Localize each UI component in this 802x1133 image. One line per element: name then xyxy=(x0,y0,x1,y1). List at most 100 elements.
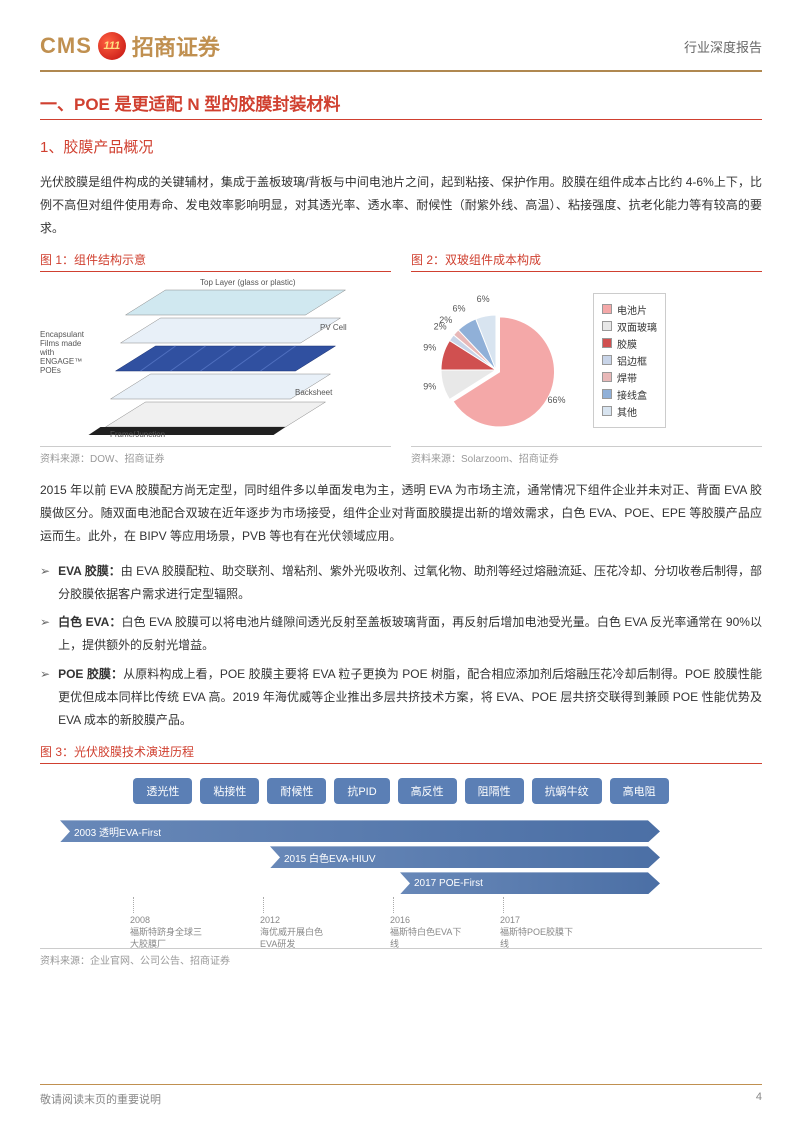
milestone: 2017福斯特POE胶膜下线 xyxy=(500,915,580,950)
milestone: 2012海优威开展白色EVA研发 xyxy=(260,915,340,950)
paragraph-history: 2015 年以前 EVA 胶膜配方尚无定型，同时组件多以单面发电为主，透明 EV… xyxy=(40,479,762,547)
bullet-text: 从原料构成上看，POE 胶膜主要将 EVA 粒子更换为 POE 树脂，配合相应添… xyxy=(58,667,762,727)
legend-swatch xyxy=(602,389,612,399)
bullet-item: ➢白色 EVA：白色 EVA 胶膜可以将电池片缝隙间透光反射至盖板玻璃背面，再反… xyxy=(40,611,762,657)
legend-item: 电池片 xyxy=(602,302,657,317)
milestone-year: 2017 xyxy=(500,915,580,927)
property-tag: 粘接性 xyxy=(200,778,259,804)
milestone: 2016福斯特白色EVA下线 xyxy=(390,915,470,950)
milestone-text: 海优威开展白色EVA研发 xyxy=(260,927,340,950)
figure-2-source: 资料来源：Solarzoom、招商证券 xyxy=(411,446,762,465)
legend-swatch xyxy=(602,304,612,314)
legend-swatch xyxy=(602,406,612,416)
bullet-text: 由 EVA 胶膜配粒、助交联剂、增粘剂、紫外光吸收剂、过氧化物、助剂等经过熔融流… xyxy=(58,564,762,601)
legend-swatch xyxy=(602,355,612,365)
page-footer: 敬请阅读末页的重要说明 4 xyxy=(40,1084,762,1107)
tag-row: 透光性粘接性耐候性抗PID 高反性阻隔性抗蜗牛纹高电阻 xyxy=(40,778,762,804)
property-tag: 抗蜗牛纹 xyxy=(532,778,602,804)
milestone: 2008福斯特跻身全球三大胶膜厂 xyxy=(130,915,210,950)
logo-cms-text: CMS xyxy=(40,33,92,59)
bullet-item: ➢EVA 胶膜：由 EVA 胶膜配粒、助交联剂、增粘剂、紫外光吸收剂、过氧化物、… xyxy=(40,560,762,606)
legend-label: 其他 xyxy=(617,404,637,419)
paragraph-intro: 光伏胶膜是组件构成的关键辅材，集成于盖板玻璃/背板与中间电池片之间，起到粘接、保… xyxy=(40,171,762,239)
property-tag: 透光性 xyxy=(133,778,192,804)
page-header: CMS 111 招商证券 行业深度报告 xyxy=(40,30,762,72)
pie-slice-label: 9% xyxy=(423,343,436,353)
milestone-text: 福斯特POE胶膜下线 xyxy=(500,927,580,950)
figure-1: 图 1：组件结构示意 Top Layer ( xyxy=(40,251,391,465)
bullet-marker-icon: ➢ xyxy=(40,611,50,657)
figure-1-title: 图 1：组件结构示意 xyxy=(40,251,391,272)
pie-chart: 66%9%9%2%2%6%6% xyxy=(411,280,581,440)
figure-2: 图 2：双玻组件成本构成 66%9%9%2%2%6%6% 电池片双面玻璃胶膜铝边… xyxy=(411,251,762,465)
figure-3: 图 3：光伏胶膜技术演进历程 透光性粘接性耐候性抗PID 高反性阻隔性抗蜗牛纹高电… xyxy=(40,743,762,967)
timeline-arrow: 2015 白色EVA-HIUV xyxy=(270,846,660,868)
property-tag: 抗PID xyxy=(334,778,389,804)
legend-label: 焊带 xyxy=(617,370,637,385)
label-pv-cell: PV Cell xyxy=(320,323,347,332)
legend-swatch xyxy=(602,321,612,331)
figure-1-source: 资料来源：DOW、招商证券 xyxy=(40,446,391,465)
property-tag: 耐候性 xyxy=(267,778,326,804)
label-encapsulant: Encapsulant Films made with ENGAGE™ POEs xyxy=(40,330,95,375)
milestone-year: 2008 xyxy=(130,915,210,927)
legend-item: 铝边框 xyxy=(602,353,657,368)
bullet-body: POE 胶膜：从原料构成上看，POE 胶膜主要将 EVA 粒子更换为 POE 树… xyxy=(58,663,762,731)
bullet-list: ➢EVA 胶膜：由 EVA 胶膜配粒、助交联剂、增粘剂、紫外光吸收剂、过氧化物、… xyxy=(40,560,762,732)
legend-label: 电池片 xyxy=(617,302,647,317)
legend-item: 胶膜 xyxy=(602,336,657,351)
legend-item: 双面玻璃 xyxy=(602,319,657,334)
bullet-text: 白色 EVA 胶膜可以将电池片缝隙间透光反射至盖板玻璃背面，再反射后增加电池受光… xyxy=(58,615,762,652)
report-type-label: 行业深度报告 xyxy=(684,37,762,56)
label-backsheet: Backsheet xyxy=(295,388,332,397)
pie-slice-label: 66% xyxy=(547,396,565,406)
property-tag: 阻隔性 xyxy=(465,778,524,804)
label-top-layer: Top Layer (glass or plastic) xyxy=(200,278,296,287)
figure-1-diagram: Top Layer (glass or plastic) Encapsulant… xyxy=(40,280,391,440)
figure-3-source: 资料来源：企业官网、公司公告、招商证券 xyxy=(40,948,762,967)
logo-group: CMS 111 招商证券 xyxy=(40,30,220,62)
bullet-label: POE 胶膜： xyxy=(58,667,123,681)
legend-label: 胶膜 xyxy=(617,336,637,351)
bullet-body: 白色 EVA：白色 EVA 胶膜可以将电池片缝隙间透光反射至盖板玻璃背面，再反射… xyxy=(58,611,762,657)
legend-item: 接线盒 xyxy=(602,387,657,402)
page-number: 4 xyxy=(756,1091,762,1107)
bullet-marker-icon: ➢ xyxy=(40,560,50,606)
timeline-arrow: 2003 透明EVA-First xyxy=(60,820,660,842)
bullet-body: EVA 胶膜：由 EVA 胶膜配粒、助交联剂、增粘剂、紫外光吸收剂、过氧化物、助… xyxy=(58,560,762,606)
figure-3-timeline: 透光性粘接性耐候性抗PID 高反性阻隔性抗蜗牛纹高电阻 2003 透明EVA-Fi… xyxy=(40,772,762,942)
label-frame: Frame/Junction xyxy=(110,430,165,439)
bullet-item: ➢POE 胶膜：从原料构成上看，POE 胶膜主要将 EVA 粒子更换为 POE … xyxy=(40,663,762,731)
milestone-text: 福斯特白色EVA下线 xyxy=(390,927,470,950)
milestone-year: 2016 xyxy=(390,915,470,927)
logo-badge-icon: 111 xyxy=(98,32,126,60)
legend-label: 接线盒 xyxy=(617,387,647,402)
figure-2-chart: 66%9%9%2%2%6%6% 电池片双面玻璃胶膜铝边框焊带接线盒其他 xyxy=(411,280,762,440)
milestone-text: 福斯特跻身全球三大胶膜厂 xyxy=(130,927,210,950)
property-tag: 高反性 xyxy=(398,778,457,804)
bullet-label: 白色 EVA： xyxy=(58,615,121,629)
section-title: 一、POE 是更适配 N 型的胶膜封装材料 xyxy=(40,90,762,120)
pie-slice-label: 6% xyxy=(453,304,466,314)
logo-chinese-text: 招商证券 xyxy=(132,30,220,62)
legend-item: 焊带 xyxy=(602,370,657,385)
property-tag: 高电阻 xyxy=(610,778,669,804)
figure-2-title: 图 2：双玻组件成本构成 xyxy=(411,251,762,272)
legend-item: 其他 xyxy=(602,404,657,419)
figures-row-1: 图 1：组件结构示意 Top Layer ( xyxy=(40,251,762,465)
legend-swatch xyxy=(602,372,612,382)
pie-slice-label: 9% xyxy=(423,382,436,392)
milestone-year: 2012 xyxy=(260,915,340,927)
pie-slice-label: 2% xyxy=(439,315,452,325)
legend-label: 双面玻璃 xyxy=(617,319,657,334)
footer-notice: 敬请阅读末页的重要说明 xyxy=(40,1091,161,1107)
subsection-title: 1、胶膜产品概况 xyxy=(40,136,762,157)
pie-legend: 电池片双面玻璃胶膜铝边框焊带接线盒其他 xyxy=(593,293,666,428)
legend-swatch xyxy=(602,338,612,348)
bullet-label: EVA 胶膜： xyxy=(58,564,121,578)
timeline-arrow: 2017 POE-First xyxy=(400,872,660,894)
figure-3-title: 图 3：光伏胶膜技术演进历程 xyxy=(40,743,762,764)
pie-slice-label: 6% xyxy=(477,295,490,305)
legend-label: 铝边框 xyxy=(617,353,647,368)
bullet-marker-icon: ➢ xyxy=(40,663,50,731)
